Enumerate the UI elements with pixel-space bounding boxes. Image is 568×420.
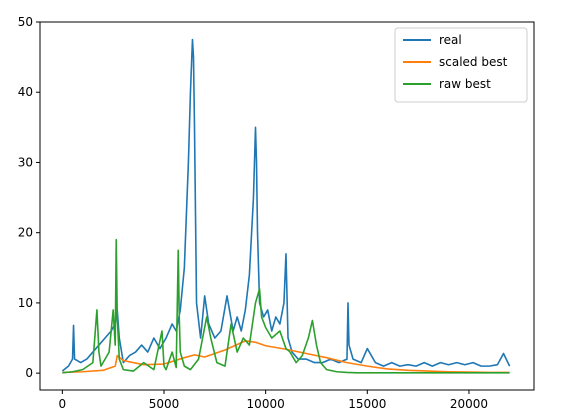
x-tick-label: 5000 [149,397,180,411]
y-tick-label: 20 [18,226,33,240]
x-tick-label: 0 [59,397,67,411]
y-tick-label: 10 [18,296,33,310]
y-tick-label: 0 [25,366,33,380]
legend-label: raw best [439,77,491,91]
legend-label: scaled best [439,55,508,69]
series-line-raw-best [62,238,510,374]
legend: real scaled best raw best [394,27,528,103]
x-axis: 0 5000 10000 15000 20000 [59,390,488,411]
y-tick-label: 30 [18,155,33,169]
series-layer [61,38,511,374]
plot-frame [39,21,535,391]
y-tick-label: 50 [18,15,33,29]
x-tick-label: 20000 [450,397,488,411]
x-tick-label: 10000 [247,397,285,411]
y-tick-label: 40 [18,85,33,99]
y-axis: 0 10 20 30 40 50 [18,15,40,380]
x-tick-label: 15000 [348,397,386,411]
legend-label: real [439,33,462,47]
